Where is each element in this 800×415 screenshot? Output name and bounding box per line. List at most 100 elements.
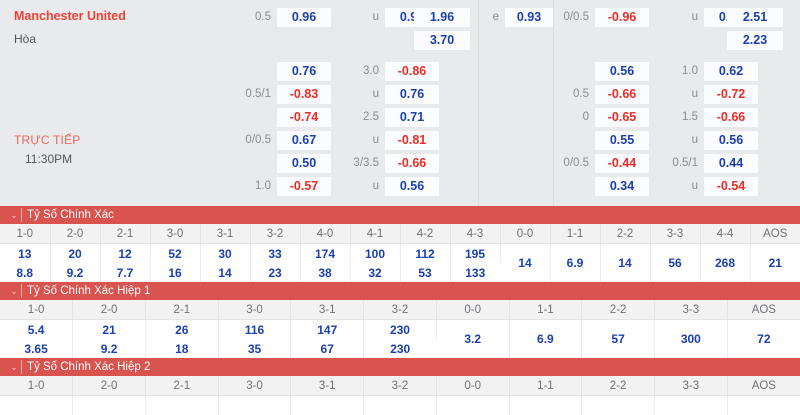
odds-handicap: 0/0.5 [543,157,589,169]
odds-cell[interactable]: 20 [50,244,100,264]
odds-cell-merged[interactable]: 14 [500,244,550,283]
odds-value-button[interactable]: 0.56 [385,177,439,196]
odds-handicap: u [333,88,379,100]
odds-cell[interactable]: 230 [364,339,437,358]
odds-cell[interactable]: 147 [291,320,364,340]
odds-cell[interactable] [364,396,437,415]
odds-value-button[interactable]: 0.67 [277,131,331,150]
odds-value-button[interactable]: 0.96 [277,8,331,27]
odds-cell[interactable]: 21 [73,320,146,340]
section-header[interactable]: ⌄Tỷ Số Chính Xác Hiệp 2 [0,358,800,376]
odds-cell[interactable] [73,396,146,415]
odds-cell[interactable]: 133 [450,263,500,282]
odds-cell[interactable]: 100 [350,244,400,264]
odds-cell-merged[interactable]: 268 [700,244,750,283]
odds-value-button[interactable]: 0.50 [277,154,331,173]
odds-cell-merged[interactable]: 14 [600,244,650,283]
column-header: 4-3 [450,224,500,244]
odds-cell-merged[interactable]: 21 [750,244,800,283]
odds-cell[interactable]: 112 [400,244,450,264]
odds-cell[interactable]: 13 [0,244,50,264]
odds-cell[interactable]: 9.2 [73,339,146,358]
odds-value-button[interactable]: 3.70 [414,31,470,50]
odds-cell[interactable]: 53 [400,263,450,282]
odds-cell[interactable] [654,396,727,415]
chevron-down-icon[interactable]: ⌄ [9,358,19,376]
section-header[interactable]: ⌄Tỷ Số Chính Xác Hiệp 1 [0,282,800,300]
odds-value-button[interactable]: -0.96 [595,8,649,27]
odds-cell[interactable]: 7.7 [100,263,150,282]
column-header: 0-0 [436,376,509,396]
odds-value-button[interactable]: 0.34 [595,177,649,196]
odds-cell[interactable]: 16 [150,263,200,282]
odds-value-button[interactable]: -0.86 [385,62,439,81]
odds-cell-merged[interactable]: 57 [582,320,655,359]
odds-cell-merged[interactable]: 6.9 [509,320,582,359]
odds-value-button[interactable]: 0.55 [595,131,649,150]
odds-cell[interactable]: 35 [218,339,291,358]
odds-cell-merged[interactable]: 56 [650,244,700,283]
odds-value-button[interactable]: 0.76 [385,85,439,104]
odds-cell[interactable]: 38 [300,263,350,282]
odds-value-button[interactable]: 0.62 [704,62,758,81]
odds-cell[interactable]: 9.2 [50,263,100,282]
odds-cell-merged[interactable]: 3.2 [436,320,509,359]
odds-cell[interactable] [291,396,364,415]
section-header[interactable]: ⌄Tỷ Số Chính Xác [0,206,800,224]
odds-cell[interactable]: 8.8 [0,263,50,282]
odds-value-button[interactable]: 0.44 [704,154,758,173]
odds-cell-merged[interactable]: 6.9 [550,244,600,283]
column-header: 0-0 [436,300,509,320]
odds-value-button[interactable]: 0.56 [595,62,649,81]
odds-cell[interactable]: 26 [145,320,218,340]
odds-cell[interactable]: 230 [364,320,437,340]
odds-handicap: 3/3.5 [333,157,379,169]
odds-cell[interactable]: 30 [200,244,250,264]
odds-cell[interactable] [582,396,655,415]
odds-value-button[interactable]: -0.66 [385,154,439,173]
odds-value-button[interactable]: -0.72 [704,85,758,104]
odds-value-button[interactable]: 2.51 [727,8,783,27]
odds-value-button[interactable]: -0.44 [595,154,649,173]
odds-value-button[interactable]: -0.83 [277,85,331,104]
odds-cell[interactable]: 33 [250,244,300,264]
odds-cell[interactable] [727,396,800,415]
odds-cell[interactable]: 5.4 [0,320,73,340]
column-header: 2-2 [582,300,655,320]
column-header: 2-2 [600,224,650,244]
odds-value-button[interactable]: 0.71 [385,108,439,127]
odds-cell[interactable]: 32 [350,263,400,282]
odds-cell[interactable]: 52 [150,244,200,264]
odds-value-button[interactable]: -0.81 [385,131,439,150]
odds-cell[interactable] [218,396,291,415]
odds-value-button[interactable]: -0.66 [595,85,649,104]
odds-cell[interactable]: 23 [250,263,300,282]
odds-cell[interactable]: 67 [291,339,364,358]
odds-cell[interactable] [436,396,509,415]
odds-cell[interactable]: 174 [300,244,350,264]
odds-value-button[interactable]: -0.57 [277,177,331,196]
odds-value-button[interactable]: 2.23 [727,31,783,50]
odds-cell-merged[interactable]: 72 [727,320,800,359]
chevron-down-icon[interactable]: ⌄ [9,206,19,224]
chevron-down-icon[interactable]: ⌄ [9,282,19,300]
column-header: 2-1 [100,224,150,244]
odds-cell[interactable] [509,396,582,415]
odds-value-button[interactable]: 0.56 [704,131,758,150]
odds-value-button[interactable]: -0.74 [277,108,331,127]
odds-cell[interactable]: 116 [218,320,291,340]
odds-cell[interactable] [145,396,218,415]
odds-cell[interactable]: 14 [200,263,250,282]
odds-cell-merged[interactable]: 300 [654,320,727,359]
odds-cell[interactable] [0,396,73,415]
odds-value-button[interactable]: 0.76 [277,62,331,81]
odds-value-button[interactable]: -0.54 [704,177,758,196]
odds-cell[interactable]: 12 [100,244,150,264]
odds-cell[interactable]: 195 [450,244,500,264]
odds-cell[interactable]: 3.65 [0,339,73,358]
odds-value-button[interactable]: -0.66 [704,108,758,127]
odds-value-button[interactable]: -0.65 [595,108,649,127]
odds-cell[interactable]: 18 [145,339,218,358]
